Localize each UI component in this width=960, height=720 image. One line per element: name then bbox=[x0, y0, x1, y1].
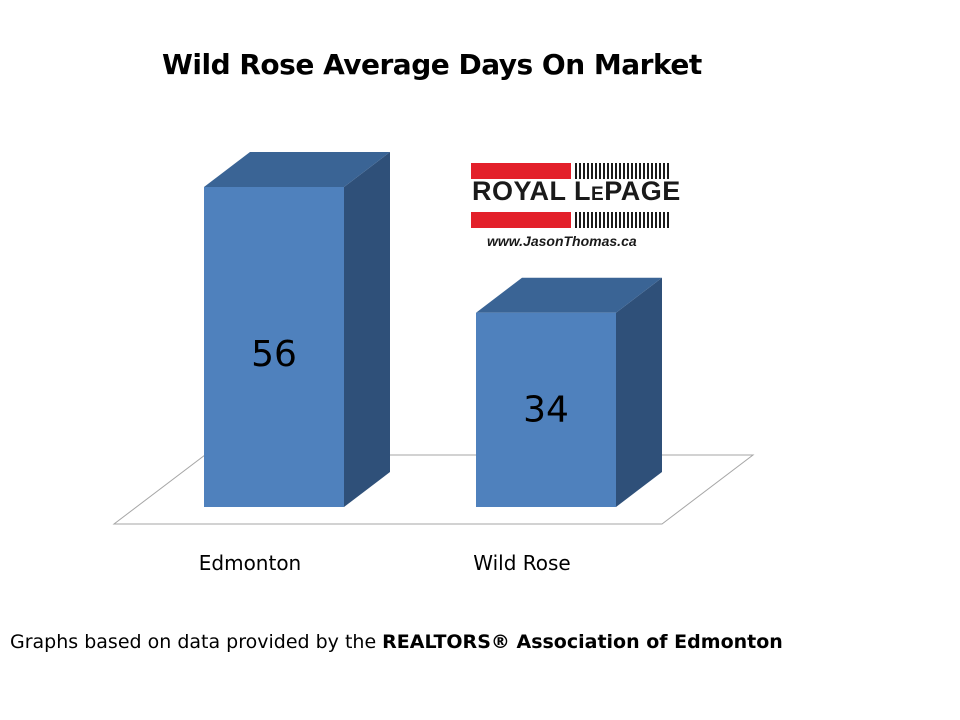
bar-0 bbox=[204, 187, 344, 507]
bar-top-0 bbox=[204, 152, 390, 187]
chart-title: Wild Rose Average Days On Market bbox=[162, 48, 702, 81]
logo-barcode-lines-bottom bbox=[575, 212, 671, 228]
bar-1 bbox=[476, 312, 616, 507]
data-label-0: 56 bbox=[251, 334, 297, 375]
logo-red-bar-bottom bbox=[471, 212, 571, 228]
bar-side-1 bbox=[616, 277, 662, 507]
logo-barcode-lines bbox=[575, 163, 671, 179]
bar-side-0 bbox=[344, 152, 390, 507]
data-label-1: 34 bbox=[523, 390, 569, 431]
category-label-0: Edmonton bbox=[199, 551, 301, 575]
logo-url: www.JasonThomas.ca bbox=[487, 233, 637, 249]
bar-top-1 bbox=[476, 277, 662, 313]
logo-red-bar bbox=[471, 163, 571, 179]
category-label-1: Wild Rose bbox=[473, 551, 570, 575]
royal-lepage-logo: ROYAL LEPAGE www.JasonThomas.ca bbox=[471, 160, 680, 255]
logo-wordmark: ROYAL LEPAGE bbox=[472, 176, 681, 206]
source-note: Graphs based on data provided by the REA… bbox=[10, 631, 783, 653]
